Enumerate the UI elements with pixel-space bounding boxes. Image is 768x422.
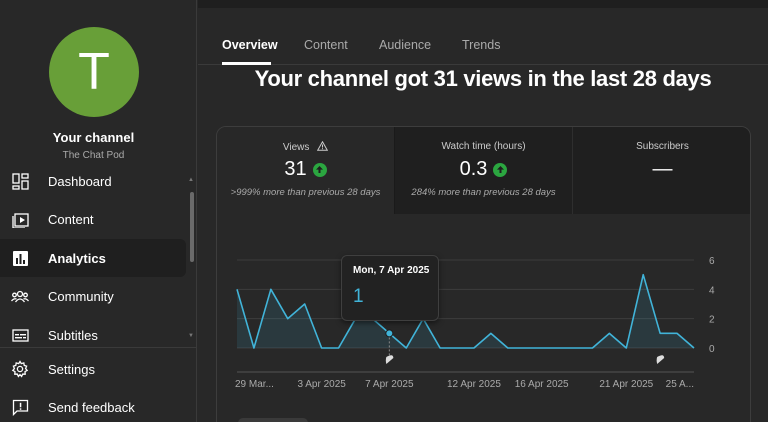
overview-chart-card: Views 31 >999% more than previous 28 day… <box>216 126 751 422</box>
tab-trends[interactable]: Trends <box>462 38 501 52</box>
shorts-icon <box>385 355 394 364</box>
trend-up-icon <box>312 162 327 177</box>
metric-subscribers[interactable]: Subscribers — <box>572 127 750 214</box>
scroll-down-arrow-icon[interactable]: ▼ <box>188 333 194 339</box>
sidebar-item-dashboard[interactable]: Dashboard <box>0 162 186 200</box>
views-chart[interactable]: 0 2 4 6 29 Mar... 3 Apr 2025 7 Apr 2025 12 Apr … <box>217 214 751 422</box>
metric-label: Subscribers <box>636 141 689 152</box>
sidebar-item-content[interactable]: Content <box>0 200 186 238</box>
metric-value: 0.3 <box>459 158 488 180</box>
dashboard-icon <box>11 172 29 190</box>
avatar[interactable]: T <box>49 27 139 117</box>
x-tick-label: 7 Apr 2025 <box>365 379 414 390</box>
metric-label: Views <box>217 140 394 153</box>
analytics-icon <box>11 249 29 267</box>
shorts-icon <box>656 355 665 364</box>
tooltip-value: 1 <box>353 286 364 307</box>
metric-note: >999% more than previous 28 days <box>230 187 381 198</box>
page-title: Your channel got 31 views in the last 28… <box>254 66 712 91</box>
metric-value-row: 0.3 <box>395 158 572 181</box>
metric-value: 31 <box>284 158 307 180</box>
warning-icon[interactable] <box>316 140 329 151</box>
feedback-icon <box>11 398 29 416</box>
chart-area[interactable]: 0 2 4 6 29 Mar... 3 Apr 2025 7 Apr 2025 12 Apr … <box>217 214 751 422</box>
gear-icon <box>11 360 29 378</box>
x-tick-label: 16 Apr 2025 <box>515 379 569 390</box>
community-icon <box>11 287 29 305</box>
sidebar-divider <box>0 347 197 348</box>
y-tick-label: 0 <box>709 344 715 355</box>
sidebar-item-label: Dashboard <box>48 173 112 189</box>
sidebar-scroll-thumb[interactable] <box>190 192 194 262</box>
tab-bar: Overview Content Audience Trends <box>198 0 768 65</box>
active-tab-indicator <box>222 62 271 65</box>
series-line <box>236 273 695 349</box>
sidebar-item-subtitles[interactable]: Subtitles <box>0 316 186 354</box>
content-icon <box>11 210 29 228</box>
scroll-up-arrow-icon[interactable]: ▲ <box>188 177 194 183</box>
channel-subtitle: The Chat Pod <box>62 150 125 161</box>
metric-watch-time[interactable]: Watch time (hours) 0.3 284% more than pr… <box>394 127 572 214</box>
metric-label-text: Views <box>282 142 310 153</box>
tab-content[interactable]: Content <box>304 38 348 52</box>
metric-note: 284% more than previous 28 days <box>411 187 556 198</box>
x-tick-label: 21 Apr 2025 <box>599 379 653 390</box>
x-tick-label: 12 Apr 2025 <box>447 379 501 390</box>
sidebar-item-label: Subtitles <box>48 327 98 343</box>
y-tick-label: 6 <box>709 256 715 267</box>
sidebar-item-label: Community <box>48 288 114 304</box>
sidebar-item-settings[interactable]: Settings <box>0 350 186 388</box>
y-tick-label: 4 <box>709 285 715 296</box>
main-content: Overview Content Audience Trends Your ch… <box>198 0 768 422</box>
x-tick-label: 25 A... <box>666 379 694 390</box>
trend-up-icon <box>493 162 508 177</box>
sidebar: T Your channel The Chat Pod Dashboard Co… <box>0 0 197 422</box>
top-strip <box>198 0 768 8</box>
tab-audience[interactable]: Audience <box>379 38 432 52</box>
tooltip-date: Mon, 7 Apr 2025 <box>353 265 430 276</box>
partial-button[interactable] <box>238 418 308 422</box>
metric-label: Watch time (hours) <box>441 141 526 152</box>
y-tick-label: 2 <box>709 315 715 326</box>
chart-tooltip: Mon, 7 Apr 2025 1 <box>341 255 439 321</box>
sidebar-item-community[interactable]: Community <box>0 277 186 315</box>
highlighted-point <box>385 329 394 338</box>
metric-value-row: 31 <box>217 158 394 181</box>
sidebar-item-label: Send feedback <box>48 399 135 415</box>
metric-value: — <box>652 158 673 180</box>
series-area <box>237 274 694 348</box>
x-tick-label: 29 Mar... <box>235 379 274 390</box>
sidebar-item-label: Settings <box>48 361 95 377</box>
metric-views[interactable]: Views 31 >999% more than previous 28 day… <box>217 127 394 214</box>
channel-title: Your channel <box>52 130 135 145</box>
subtitles-icon <box>11 326 29 344</box>
sidebar-item-label: Content <box>48 211 94 227</box>
sidebar-item-send-feedback[interactable]: Send feedback <box>0 388 186 422</box>
metric-value-row: — <box>573 158 750 181</box>
sidebar-item-analytics[interactable]: Analytics <box>0 239 186 277</box>
tab-overview[interactable]: Overview <box>222 38 278 52</box>
x-tick-label: 3 Apr 2025 <box>297 379 346 390</box>
sidebar-item-label: Analytics <box>48 250 106 266</box>
